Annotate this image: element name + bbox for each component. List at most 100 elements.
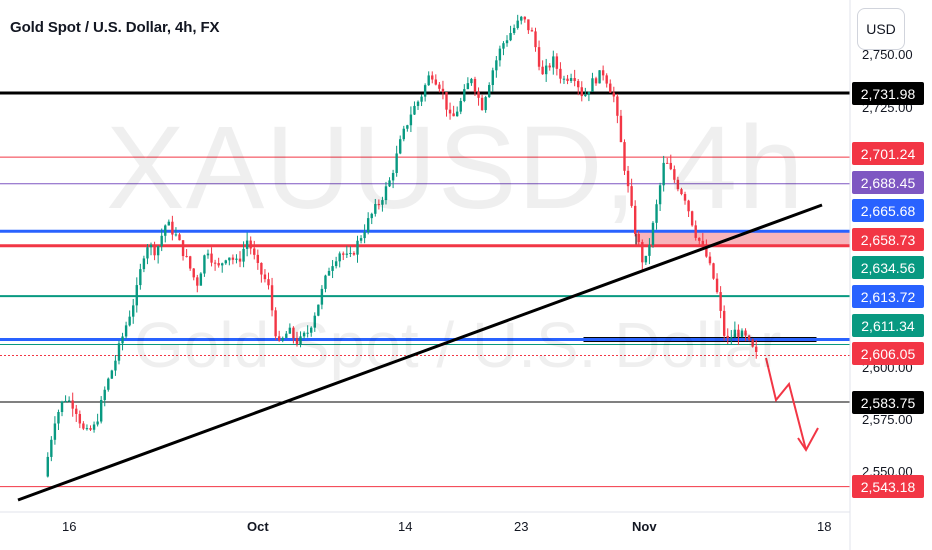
candle-body (712, 263, 715, 279)
candle-body (181, 240, 185, 257)
candle-body (178, 234, 181, 241)
candle-body (641, 242, 644, 263)
candle-body (142, 258, 146, 270)
candle-body (573, 78, 576, 82)
candle-body (530, 30, 534, 32)
candle-body (662, 162, 665, 186)
candle-body (146, 247, 149, 259)
candle-body (57, 411, 60, 424)
candle-body (217, 263, 220, 266)
candle-body (167, 221, 171, 226)
candle-body (683, 194, 687, 201)
candle-body (199, 273, 203, 286)
candle-body (466, 83, 470, 90)
candle-body (541, 66, 544, 75)
candle-body (103, 389, 106, 400)
candle-body (374, 204, 377, 214)
candle-body (580, 87, 583, 97)
x-tick-label: 16 (62, 519, 77, 534)
candle-body (537, 47, 541, 67)
candle-body (633, 205, 637, 234)
candle-body (637, 233, 640, 243)
candle-body (616, 96, 619, 116)
price-tag: 2,665.68 (852, 199, 924, 222)
candle-body (701, 240, 705, 245)
candle-body (509, 33, 512, 41)
candle-body (334, 261, 338, 267)
candle-body (124, 325, 128, 337)
candle-body (270, 285, 274, 311)
candle-body (420, 96, 423, 102)
candle-body (480, 97, 484, 111)
chart-title: Gold Spot / U.S. Dollar, 4h, FX (10, 19, 220, 36)
candle-body (609, 83, 612, 93)
x-tick-label: Nov (632, 519, 657, 534)
candle-body (363, 232, 366, 239)
candle-body (463, 89, 466, 101)
candle-body (381, 200, 384, 205)
candle-body (448, 109, 452, 114)
candle-body (313, 315, 316, 328)
candle-body (402, 128, 405, 140)
candle-body (338, 253, 341, 262)
candle-body (188, 256, 192, 269)
candle-body (726, 335, 729, 338)
candle-body (601, 70, 605, 76)
candle-body (523, 16, 527, 20)
candle-body (370, 213, 373, 219)
candle-body (263, 274, 267, 280)
candle-body (242, 248, 245, 262)
candle-body (377, 204, 381, 206)
candle-body (399, 139, 402, 154)
horizontal-levels (0, 91, 850, 488)
candle-body (512, 27, 516, 34)
arrow-head (797, 427, 819, 452)
candle-body (452, 113, 455, 117)
candle-body (751, 339, 754, 347)
candle-body (221, 263, 224, 266)
candle-body (384, 186, 388, 201)
candle-body (139, 269, 142, 286)
candles (46, 14, 758, 478)
candle-body (99, 399, 103, 422)
candle-body (505, 40, 509, 44)
candle-body (395, 153, 398, 173)
currency-button[interactable]: USD (857, 8, 905, 50)
candle-body (149, 244, 153, 248)
candle-body (719, 292, 722, 311)
candle-body (676, 179, 680, 190)
candle-body (548, 65, 551, 68)
candle-body (491, 70, 494, 86)
candle-body (658, 185, 662, 205)
x-tick-label: Oct (247, 519, 269, 534)
candle-body (441, 88, 445, 93)
candle-body (648, 244, 651, 256)
candle-body (690, 211, 694, 226)
candle-body (71, 400, 74, 409)
candle-body (516, 20, 519, 28)
candle-body (245, 240, 249, 249)
candle-body (277, 336, 281, 341)
candle-body (135, 285, 138, 306)
price-tag: 2,658.73 (852, 228, 924, 251)
candle-body (488, 85, 491, 98)
candle-body (324, 275, 327, 289)
candle-body (566, 78, 569, 81)
candle-body (292, 327, 295, 339)
candle-body (594, 78, 598, 84)
candle-body (331, 266, 334, 271)
candle-body (673, 169, 676, 180)
price-tag: 2,583.75 (852, 391, 924, 414)
candle-body (694, 225, 697, 238)
candle-body (359, 238, 363, 241)
x-tick-label: 18 (817, 519, 832, 534)
candle-body (206, 253, 210, 256)
candle-body (520, 16, 523, 21)
candle-body (473, 78, 477, 92)
candle-body (317, 304, 320, 316)
candle-body (128, 316, 131, 326)
candle-body (320, 288, 324, 305)
candle-body (687, 200, 690, 212)
candle-body (747, 335, 751, 340)
